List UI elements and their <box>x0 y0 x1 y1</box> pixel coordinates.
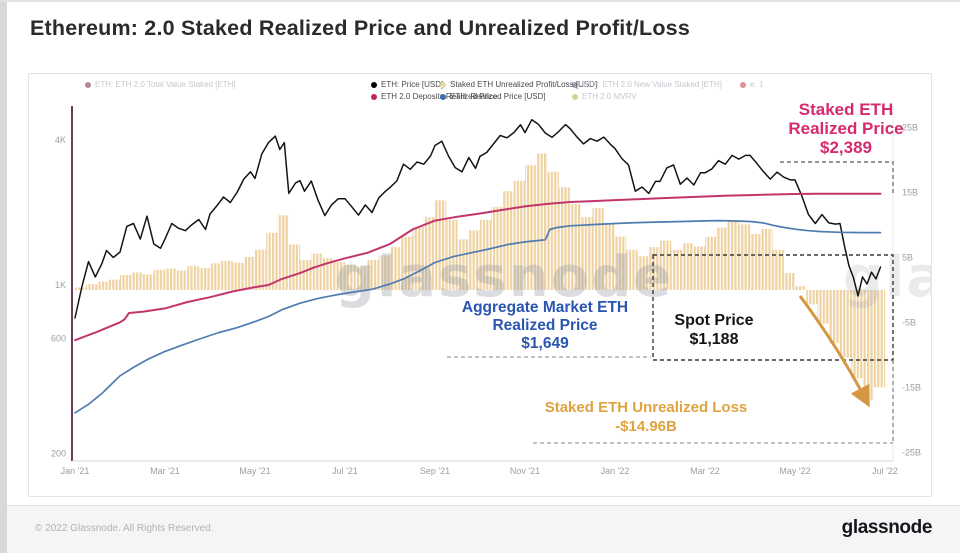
legend-label: ETH 2.0 MVRV <box>582 92 637 101</box>
legend-dot-icon <box>572 93 578 100</box>
legend-label: Staked ETH Unrealized Profit/Loss [USD] <box>450 80 598 89</box>
legend-label: ETH 2.0 Deposits Realized Price <box>381 92 498 101</box>
legend-label: ETH: ETH 2.0 Total Value Staked [ETH] <box>95 80 236 89</box>
page-title: Ethereum: 2.0 Staked Realized Price and … <box>30 16 690 40</box>
legend-item-6[interactable]: ETH 2.0 MVRV <box>572 92 637 101</box>
legend-dot-icon <box>371 93 377 100</box>
legend-label: ETH: Realized Price [USD] <box>450 92 546 101</box>
legend-label: e: 1 <box>750 80 764 89</box>
legend-dot-icon <box>572 81 578 88</box>
page-edge-strip <box>0 0 7 553</box>
legend-item-3[interactable]: Staked ETH Unrealized Profit/Loss [USD] <box>440 80 597 89</box>
legend-dot-icon <box>440 93 446 100</box>
legend-label: ETH: ETH 2.0 New Value Staked [ETH] <box>582 80 722 89</box>
footer: © 2022 Glassnode. All Rights Reserved. g… <box>7 505 960 553</box>
legend-label: ETH: Price [USD] <box>381 80 444 89</box>
page-top-border <box>0 0 960 2</box>
legend-item-5[interactable]: ETH: ETH 2.0 New Value Staked [ETH] <box>572 80 722 89</box>
legend-dot-icon <box>740 81 746 88</box>
legend-dot-icon <box>371 81 377 88</box>
legend-dot-icon <box>440 81 446 88</box>
chart-legend: ETH: ETH 2.0 Total Value Staked [ETH] ETH… <box>0 0 960 101</box>
legend-item-4[interactable]: ETH: Realized Price [USD] <box>440 92 546 101</box>
legend-item-1[interactable]: ETH: Price [USD] <box>371 80 443 89</box>
legend-item-2[interactable]: ETH 2.0 Deposits Realized Price <box>371 92 498 101</box>
glassnode-logo: glassnode <box>841 517 933 538</box>
legend-item-7[interactable]: e: 1 <box>740 80 763 89</box>
legend-dot-icon <box>85 81 91 88</box>
chart-card <box>28 73 932 497</box>
legend-item-0[interactable]: ETH: ETH 2.0 Total Value Staked [ETH] <box>85 80 236 89</box>
copyright-text: © 2022 Glassnode. All Rights Reserved. <box>35 523 214 534</box>
